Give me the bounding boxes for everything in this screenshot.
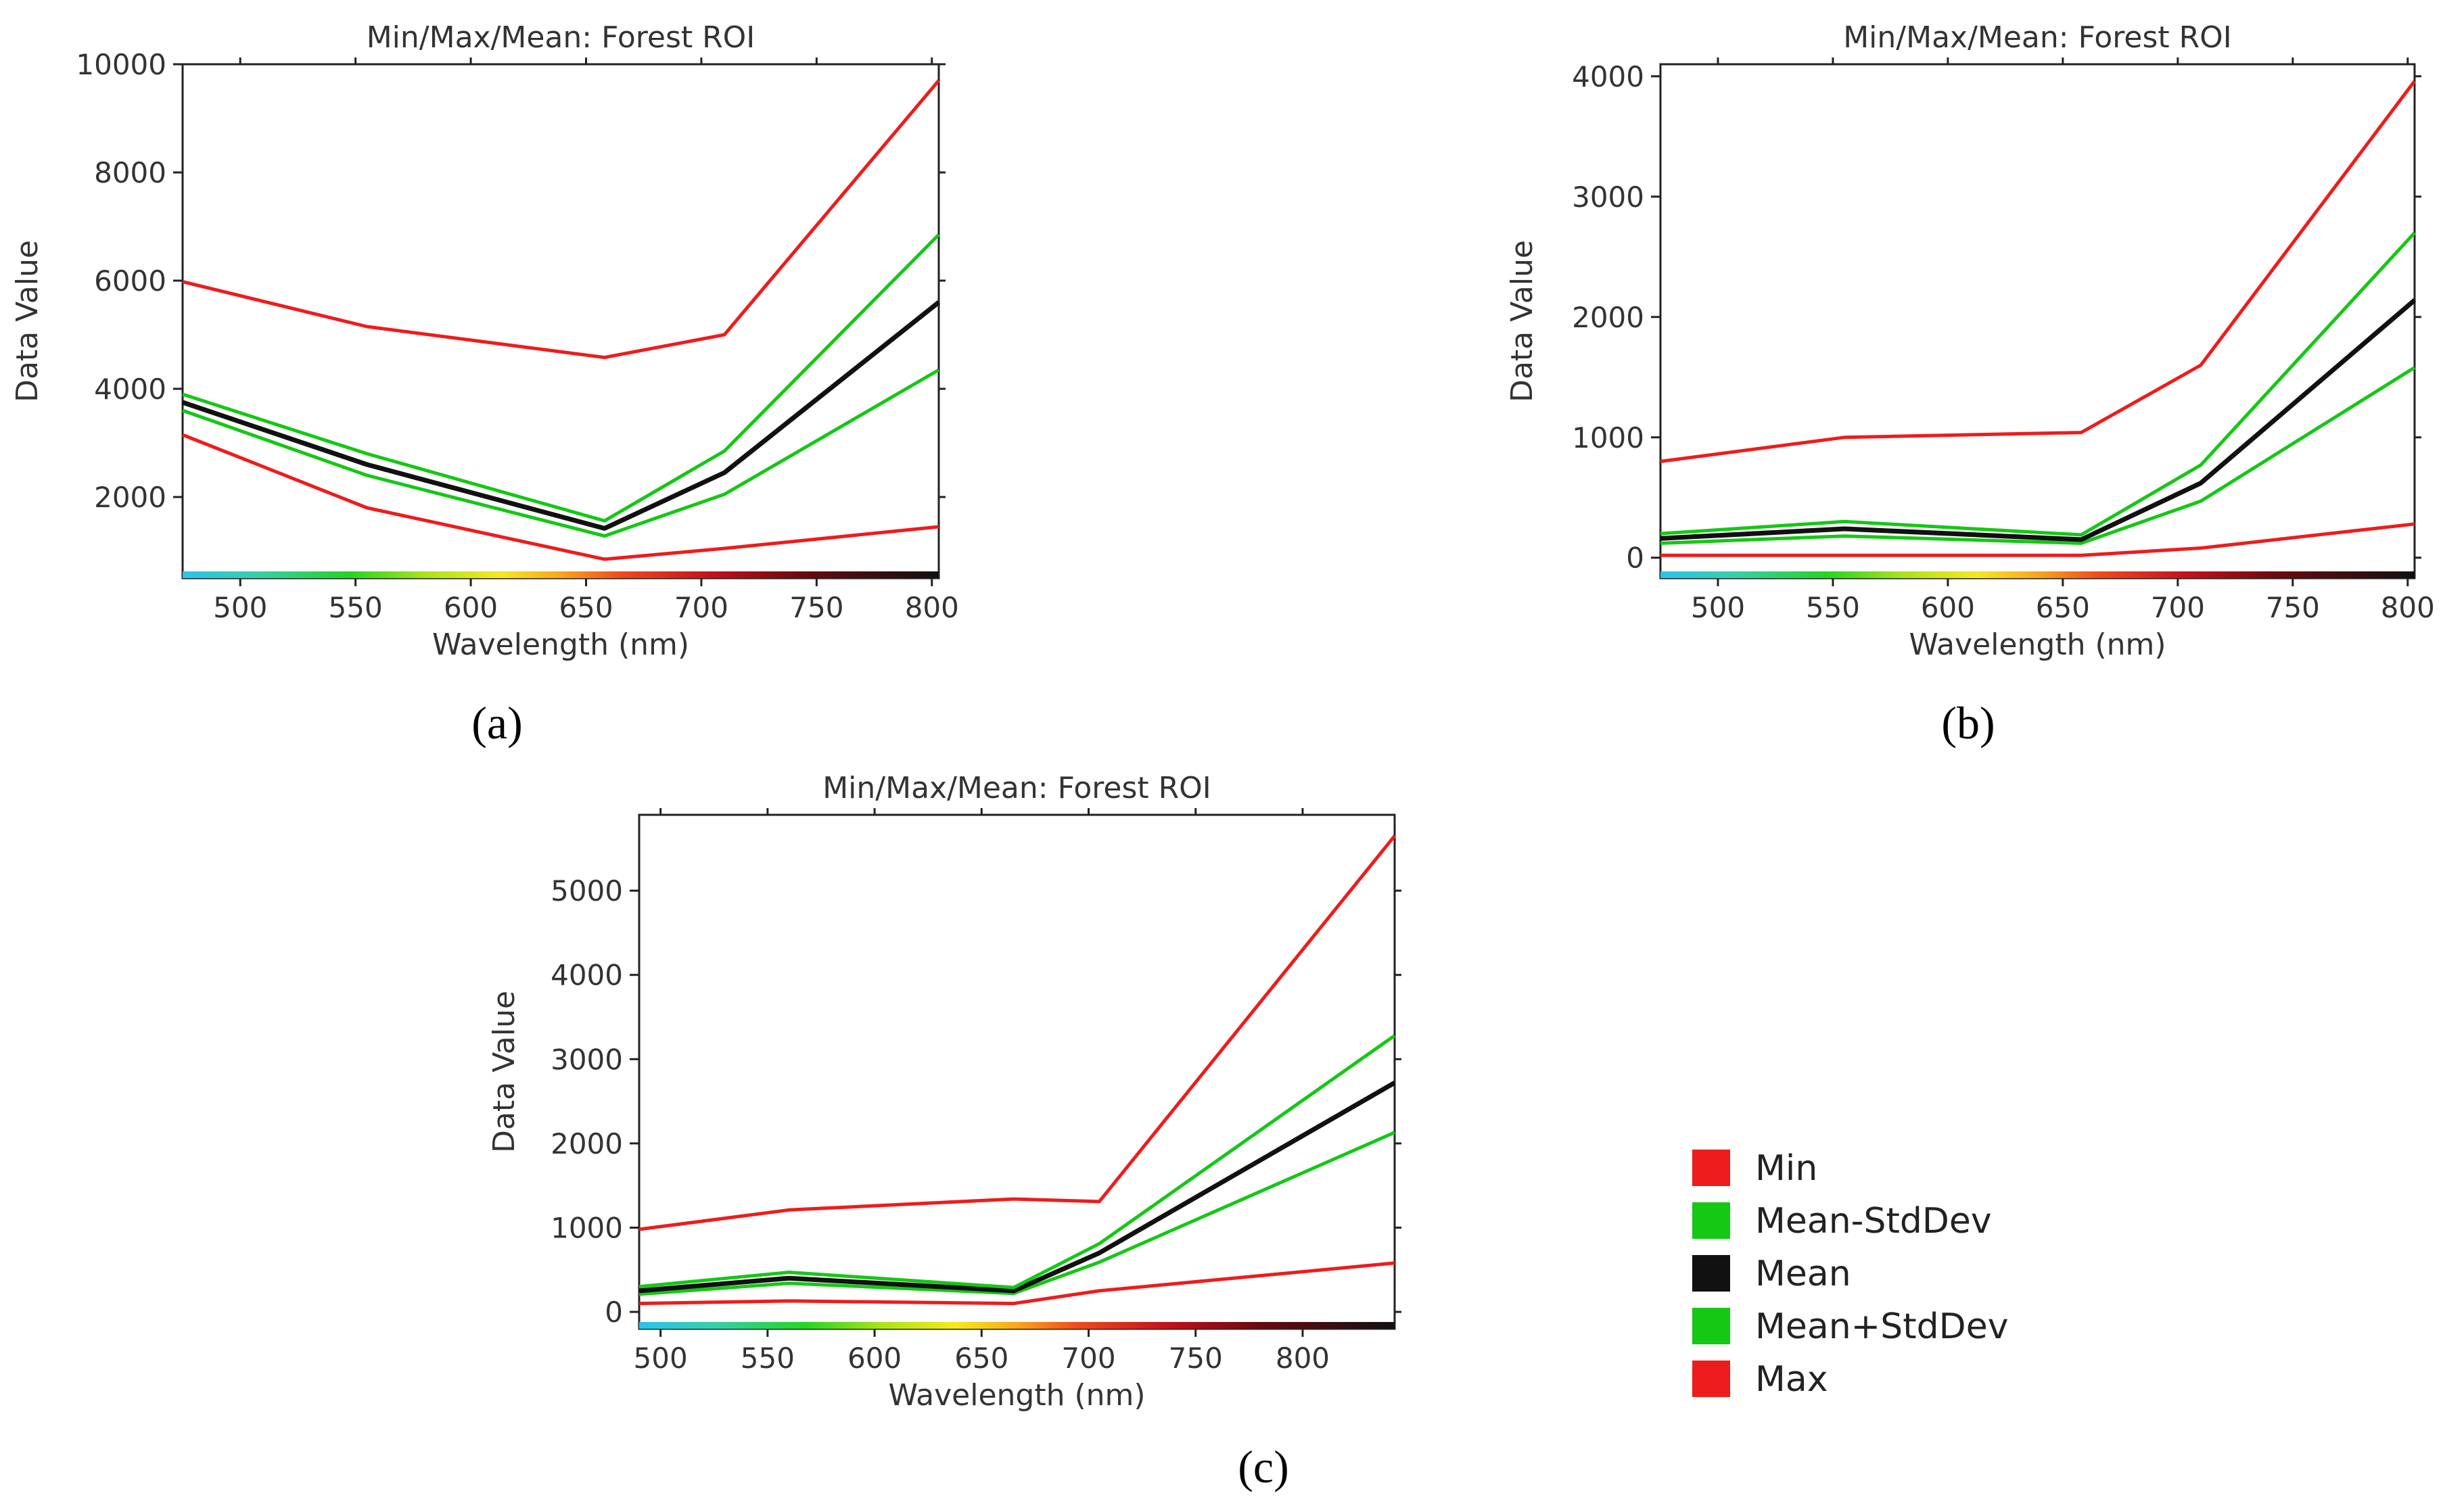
y-tick-label: 2000 — [551, 1127, 623, 1160]
chart-title: Min/Max/Mean: Forest ROI — [1843, 20, 2232, 55]
y-axis-label: Data Value — [10, 240, 45, 402]
y-tick-label: 3000 — [551, 1043, 623, 1076]
series-line-max — [182, 79, 940, 360]
y-tick-label: 1000 — [551, 1211, 623, 1244]
legend-swatch-mean-minus-stddev — [1692, 1202, 1730, 1239]
y-tick-label: 6000 — [94, 264, 166, 298]
y-tick-label: 4000 — [94, 373, 166, 406]
x-tick-label: 700 — [674, 591, 728, 624]
series-line-mean — [638, 1081, 1396, 1294]
y-tick-label: 0 — [605, 1296, 623, 1329]
series-line-mean-plus-stddev — [182, 233, 940, 523]
x-tick-label: 800 — [2381, 591, 2435, 624]
y-axis-label: Data Value — [487, 991, 521, 1153]
y-tick-label: 2000 — [1572, 301, 1644, 334]
x-axis-label: Wavelength (nm) — [888, 1378, 1145, 1413]
series-line-mean — [1660, 298, 2417, 542]
x-tick-label: 500 — [213, 591, 267, 624]
panel-label-b: (b) — [1941, 697, 1995, 749]
legend-label-mean: Mean — [1755, 1254, 1851, 1294]
x-tick-label: 700 — [2151, 591, 2205, 624]
legend-label-max: Max — [1755, 1359, 1828, 1400]
legend-label-min: Min — [1755, 1148, 1817, 1189]
series-line-mean-stddev — [182, 368, 940, 538]
x-tick-label: 700 — [1061, 1342, 1115, 1375]
x-tick-label: 500 — [1691, 591, 1745, 624]
y-tick-label: 5000 — [551, 874, 623, 907]
legend-swatch-mean-plus-stddev — [1692, 1308, 1730, 1344]
x-tick-label: 750 — [789, 591, 843, 624]
legend-swatch-max — [1692, 1361, 1730, 1397]
series-line-min — [182, 433, 939, 561]
x-tick-label: 600 — [444, 591, 498, 624]
legend-swatch-mean — [1692, 1255, 1730, 1292]
wavelength-color-bar — [183, 571, 939, 578]
x-tick-label: 500 — [634, 1342, 688, 1375]
y-tick-label: 4000 — [1572, 60, 1644, 93]
series-line-mean-stddev — [1660, 366, 2416, 545]
y-tick-label: 8000 — [94, 156, 166, 189]
series-line-max — [638, 834, 1396, 1231]
wavelength-color-bar — [639, 1322, 1395, 1329]
y-tick-label: 4000 — [551, 959, 623, 992]
chart-b: Min/Max/Mean: Forest ROI Wavelength (nm) D… — [1505, 20, 2435, 662]
series-line-mean-stddev — [638, 1131, 1396, 1296]
x-tick-label: 650 — [954, 1342, 1008, 1375]
y-tick-label: 2000 — [94, 481, 166, 514]
x-tick-label: 550 — [1806, 591, 1860, 624]
legend-label-mean-plus-stddev: Mean+StdDev — [1755, 1306, 2008, 1347]
x-tick-label: 800 — [905, 591, 959, 624]
x-axis-label: Wavelength (nm) — [432, 628, 689, 662]
y-tick-label: 0 — [1626, 542, 1644, 575]
x-tick-label: 600 — [1921, 591, 1975, 624]
panel-label-c: (c) — [1238, 1441, 1288, 1492]
y-tick-label: 10000 — [76, 48, 166, 81]
legend: Min Mean-StdDev Mean Mean+StdDev Max — [1692, 1148, 2008, 1400]
x-tick-label: 650 — [559, 591, 613, 624]
plot-area — [181, 63, 940, 580]
wavelength-color-bar — [1660, 571, 2415, 578]
x-tick-label: 600 — [847, 1342, 902, 1375]
chart-c: Min/Max/Mean: Forest ROI Wavelength (nm) D… — [487, 771, 1401, 1413]
chart-a: Min/Max/Mean: Forest ROI Wavelength (nm) D… — [10, 20, 959, 662]
legend-swatch-min — [1692, 1150, 1730, 1186]
series-line-mean — [181, 300, 941, 531]
legend-label-mean-minus-stddev: Mean-StdDev — [1755, 1201, 1992, 1242]
x-tick-label: 550 — [329, 591, 383, 624]
series-line-mean-plus-stddev — [638, 1034, 1396, 1290]
x-tick-label: 800 — [1276, 1342, 1330, 1375]
y-tick-label: 1000 — [1572, 421, 1644, 454]
x-tick-label: 750 — [2266, 591, 2320, 624]
x-tick-label: 550 — [741, 1342, 795, 1375]
series-line-max — [1660, 80, 2416, 463]
x-axis-label: Wavelength (nm) — [1909, 628, 2166, 662]
chart-title: Min/Max/Mean: Forest ROI — [367, 20, 755, 55]
series-line-min — [1660, 522, 2415, 557]
x-tick-label: 650 — [2036, 591, 2090, 624]
series-line-min — [638, 1261, 1395, 1306]
panel-label-a: (a) — [471, 697, 522, 749]
plot-area — [638, 813, 1396, 1330]
y-tick-label: 3000 — [1572, 181, 1644, 214]
series-line-mean-plus-stddev — [1660, 231, 2416, 537]
plot-area — [1659, 63, 2416, 580]
x-tick-label: 750 — [1169, 1342, 1223, 1375]
y-axis-label: Data Value — [1505, 240, 1539, 402]
chart-title: Min/Max/Mean: Forest ROI — [822, 771, 1211, 805]
